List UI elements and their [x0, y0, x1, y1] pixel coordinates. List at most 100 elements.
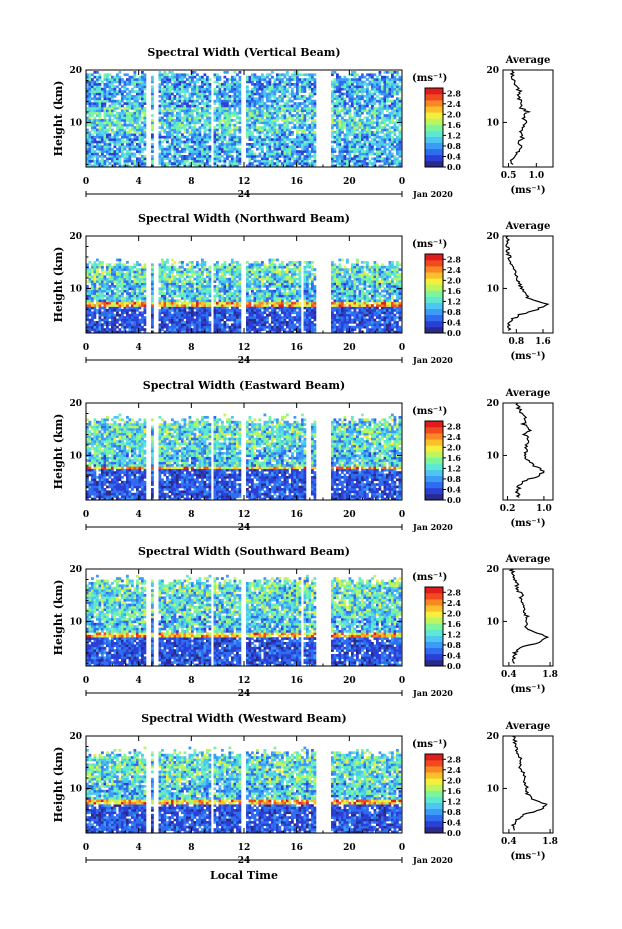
colorbar-unit: (ms⁻¹)	[412, 73, 447, 84]
x-axis: 0 4 8 12 16 20 0	[83, 736, 405, 853]
date-axis: 24 Jan 2020	[85, 522, 453, 533]
colorbar-swatch	[425, 784, 443, 791]
colorbar-swatch	[425, 778, 443, 785]
colorbar-tick-label: 2.4	[447, 99, 461, 109]
x-tick-label: 0	[83, 676, 89, 686]
x-tick-label: 4	[136, 177, 142, 187]
x-tick-label: 12	[238, 510, 251, 520]
chart-panel-4: Spectral Width (Southward Beam) 10 20 Heigh…	[52, 545, 558, 699]
day-label: 24	[238, 190, 251, 200]
panel-title: Spectral Width (Northward Beam)	[138, 212, 350, 225]
profile-frame	[502, 568, 554, 667]
x-tick-label: 4	[136, 343, 142, 353]
x-tick-label: 16	[290, 510, 303, 520]
colorbar-swatch	[425, 802, 443, 809]
colorbar-swatch	[425, 314, 443, 322]
x-tick-label: 16	[290, 843, 303, 853]
profile-x-tick-label: 0.4	[501, 837, 517, 847]
colorbar: (ms⁻¹) 0.00.40.81.21.62.02.42.8	[412, 739, 461, 838]
profile-line	[510, 735, 548, 831]
profile-x-tick-label: 0.5	[501, 171, 517, 181]
colorbar-swatch	[425, 760, 443, 767]
y-tick-label: 20	[69, 66, 82, 76]
colorbar-swatch	[425, 451, 443, 458]
x-tick-label: 0	[399, 843, 405, 853]
colorbar-swatch	[425, 278, 443, 285]
x-tick-label: 0	[83, 843, 89, 853]
colorbar-swatch	[425, 790, 443, 797]
y-tick-label: 10	[69, 451, 82, 461]
x-axis: 0 4 8 12 16 20 0	[83, 569, 405, 686]
profile-frame	[502, 402, 554, 501]
colorbar-swatch	[425, 433, 443, 440]
profile-y-tick-label: 20	[486, 232, 499, 242]
colorbar-tick-label: 2.0	[447, 109, 461, 119]
profile-title: Average	[505, 388, 551, 399]
colorbar-tick-label: 0.8	[447, 141, 461, 151]
colorbar-swatch	[425, 587, 443, 594]
y-axis: 10 20 Height (km)	[52, 66, 402, 165]
colorbar: (ms⁻¹) 0.00.40.81.21.62.02.42.8	[412, 406, 461, 505]
date-label: Jan 2020	[412, 355, 453, 365]
average-profile: Average 10 20 0.8 1.6 (ms⁻¹)	[486, 221, 554, 362]
profile-line	[508, 568, 550, 664]
colorbar-frame	[424, 253, 444, 334]
chart-panel-5: Spectral Width (Westward Beam) 10 20 Height…	[52, 712, 558, 866]
colorbar-tick-label: 0.4	[447, 484, 461, 494]
profile-y-tick-label: 20	[486, 66, 499, 76]
date-axis: 24 Jan 2020	[85, 355, 453, 366]
colorbar-swatch	[425, 320, 443, 328]
x-tick-label: 0	[83, 177, 89, 187]
x-tick-label: 16	[290, 343, 303, 353]
y-tick-label: 20	[69, 565, 82, 575]
colorbar-swatch	[425, 112, 443, 119]
profile-x-tick-label: 0.8	[508, 337, 524, 347]
colorbar-tick-label: 1.2	[447, 629, 461, 639]
colorbar-tick-label: 2.4	[447, 265, 461, 275]
colorbar-tick-label: 1.6	[447, 786, 461, 796]
x-tick-label: 0	[83, 343, 89, 353]
profile-frame	[502, 69, 554, 168]
colorbar-tick-label: 1.2	[447, 796, 461, 806]
colorbar-swatch	[425, 100, 443, 107]
colorbar-tick-label: 0.0	[447, 828, 461, 838]
y-tick-label: 10	[69, 784, 82, 794]
y-tick-label: 20	[69, 399, 82, 409]
colorbar-tick-label: 2.0	[447, 775, 461, 785]
x-tick-label: 4	[136, 510, 142, 520]
y-axis-label: Height (km)	[52, 747, 65, 823]
colorbar-tick-label: 0.0	[447, 661, 461, 671]
profile-y-tick-label: 10	[486, 118, 499, 128]
colorbar: (ms⁻¹) 0.00.40.81.21.62.02.42.8	[412, 73, 461, 172]
colorbar-swatch	[425, 106, 443, 113]
y-tick-label: 20	[69, 732, 82, 742]
date-label: Jan 2020	[412, 855, 453, 865]
profile-x-tick-label: 0.4	[501, 670, 517, 680]
colorbar: (ms⁻¹) 0.00.40.81.21.62.02.42.8	[412, 239, 461, 338]
colorbar-swatch	[425, 623, 443, 630]
colorbar-tick-label: 0.4	[447, 650, 461, 660]
colorbar-swatch	[425, 814, 443, 822]
colorbar-swatch	[425, 766, 443, 773]
colorbar-tick-label: 2.4	[447, 432, 461, 442]
profile-line	[514, 402, 545, 498]
colorbar-swatch	[425, 302, 443, 309]
day-label: 24	[238, 523, 251, 533]
colorbar-swatch	[425, 130, 443, 137]
x-tick-label: 8	[188, 510, 194, 520]
colorbar-tick-label: 0.0	[447, 162, 461, 172]
y-tick-label: 20	[69, 232, 82, 242]
profile-x-label: (ms⁻¹)	[510, 351, 545, 362]
colorbar-swatch	[425, 617, 443, 624]
colorbar-tick-label: 1.6	[447, 120, 461, 130]
profile-title: Average	[505, 55, 551, 66]
date-axis: 24 Jan 2020	[85, 688, 453, 699]
colorbar-swatch	[425, 254, 443, 261]
colorbar-swatch	[425, 118, 443, 125]
colorbar-tick-label: 2.0	[447, 275, 461, 285]
panel-title: Spectral Width (Vertical Beam)	[147, 46, 340, 59]
panel-title: Spectral Width (Southward Beam)	[138, 545, 350, 558]
x-tick-label: 0	[399, 177, 405, 187]
date-axis: 24 Jan 2020	[85, 189, 453, 200]
